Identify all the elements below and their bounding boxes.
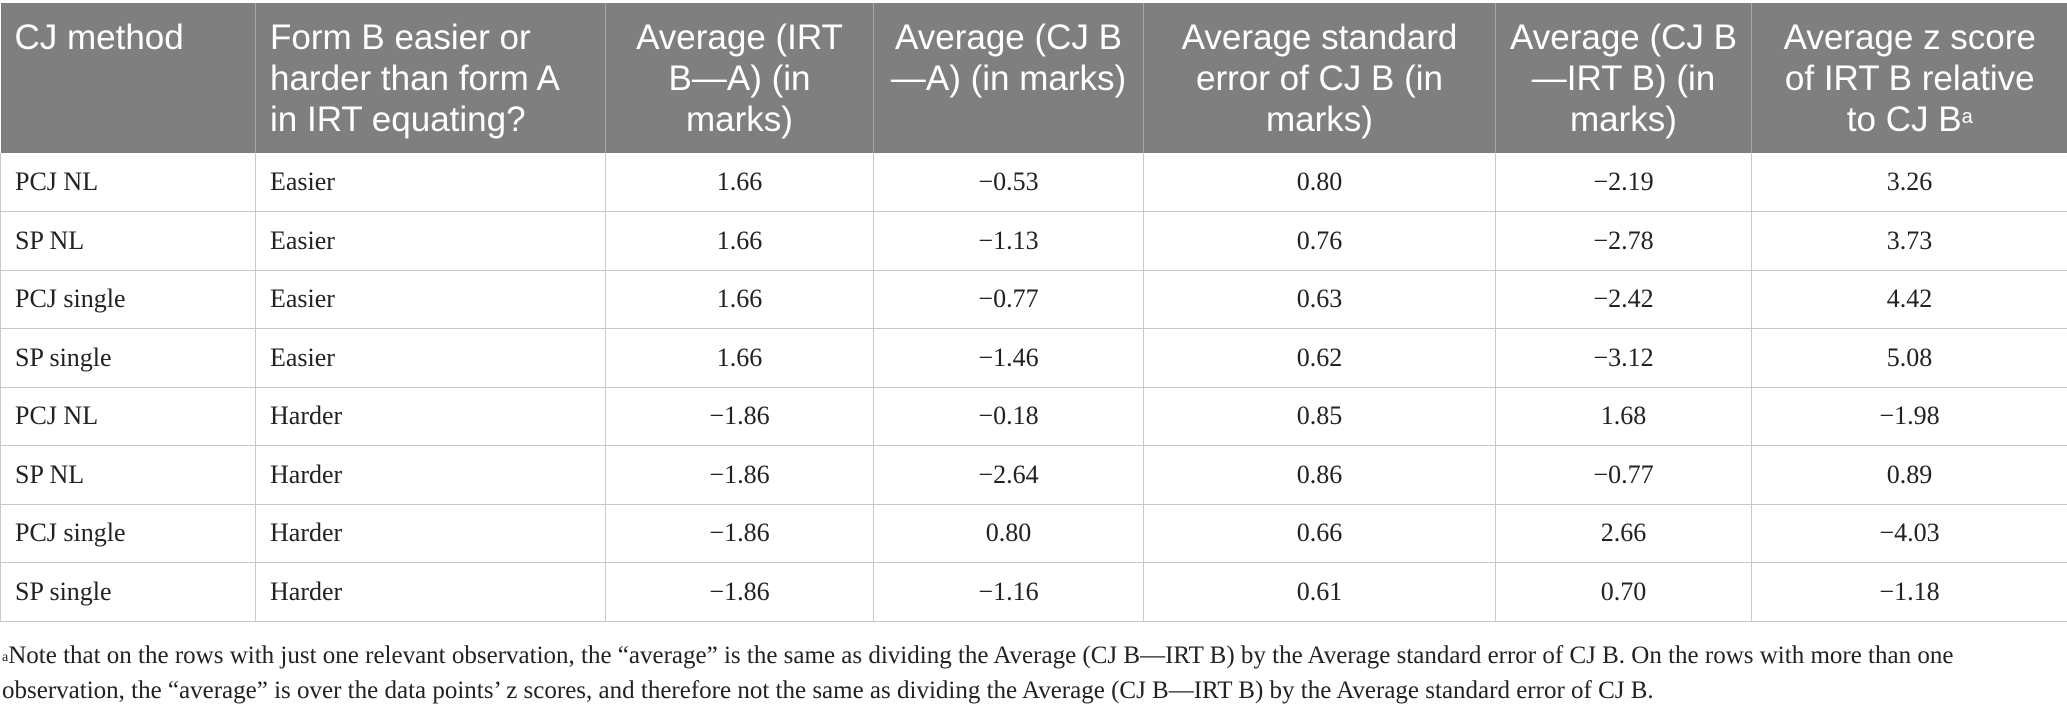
cell-average-cj-b-irt-b: −0.77: [1495, 445, 1752, 505]
cell-average-irt-b-a: −1.86: [605, 504, 874, 563]
table-footnote: aNote that on the rows with just one rel…: [2, 638, 2062, 708]
cell-average-standard-error: 0.85: [1143, 387, 1496, 446]
cell-form-b: Harder: [255, 562, 606, 622]
cell-average-z-score: −1.98: [1751, 387, 2067, 446]
results-table: CJ method Form B easier or harder than f…: [0, 3, 2067, 622]
cell-average-standard-error: 0.76: [1143, 211, 1496, 271]
cell-average-standard-error: 0.62: [1143, 328, 1496, 388]
cell-average-standard-error: 0.66: [1143, 504, 1496, 563]
cell-form-b: Easier: [255, 211, 606, 271]
cell-average-z-score: 3.26: [1751, 153, 2067, 212]
cell-average-standard-error: 0.86: [1143, 445, 1496, 505]
table-row: SP NL Harder −1.86 −2.64 0.86 −0.77 0.89: [0, 445, 2067, 505]
cell-average-cj-b-irt-b: 0.70: [1495, 562, 1752, 622]
cell-average-cj-b-irt-b: −2.19: [1495, 153, 1752, 212]
cell-form-b: Harder: [255, 504, 606, 563]
table-row: SP NL Easier 1.66 −1.13 0.76 −2.78 3.73: [0, 211, 2067, 271]
cell-form-b: Easier: [255, 270, 606, 329]
header-form-b-easier-or-harder: Form B easier or harder than form A in I…: [255, 3, 606, 153]
footnote-marker: a: [1961, 106, 1973, 128]
cell-average-cj-b-a: −0.53: [873, 153, 1144, 212]
cell-average-irt-b-a: 1.66: [605, 211, 874, 271]
cell-average-irt-b-a: 1.66: [605, 270, 874, 329]
cell-average-irt-b-a: 1.66: [605, 328, 874, 388]
cell-form-b: Easier: [255, 153, 606, 212]
cell-cj-method: PCJ NL: [0, 153, 256, 212]
cell-average-cj-b-a: −1.13: [873, 211, 1144, 271]
footnote-superscript: a: [2, 650, 9, 665]
table-row: PCJ single Harder −1.86 0.80 0.66 2.66 −…: [0, 504, 2067, 563]
cell-average-cj-b-a: 0.80: [873, 504, 1144, 563]
cell-average-z-score: 0.89: [1751, 445, 2067, 505]
cell-average-cj-b-a: −1.16: [873, 562, 1144, 622]
cell-cj-method: SP single: [0, 328, 256, 388]
cell-form-b: Harder: [255, 387, 606, 446]
cell-average-cj-b-irt-b: 1.68: [1495, 387, 1752, 446]
cell-cj-method: PCJ single: [0, 504, 256, 563]
cell-cj-method: SP single: [0, 562, 256, 622]
cell-average-standard-error: 0.61: [1143, 562, 1496, 622]
results-table-container: CJ method Form B easier or harder than f…: [0, 3, 2067, 622]
cell-cj-method: PCJ NL: [0, 387, 256, 446]
header-average-z-score: Average z score of IRT B relative to CJ …: [1751, 3, 2067, 153]
header-average-standard-error: Average standard error of CJ B (in marks…: [1143, 3, 1496, 153]
cell-form-b: Harder: [255, 445, 606, 505]
table-row: SP single Harder −1.86 −1.16 0.61 0.70 −…: [0, 562, 2067, 622]
cell-average-standard-error: 0.80: [1143, 153, 1496, 212]
header-average-cj-b-a: Average (CJ B—A) (in marks): [873, 3, 1144, 153]
cell-average-cj-b-irt-b: −2.42: [1495, 270, 1752, 329]
cell-average-cj-b-irt-b: −2.78: [1495, 211, 1752, 271]
table-row: PCJ single Easier 1.66 −0.77 0.63 −2.42 …: [0, 270, 2067, 329]
cell-cj-method: SP NL: [0, 445, 256, 505]
cell-average-cj-b-a: −1.46: [873, 328, 1144, 388]
cell-average-z-score: −4.03: [1751, 504, 2067, 563]
footnote-text: Note that on the rows with just one rele…: [2, 642, 1954, 704]
cell-form-b: Easier: [255, 328, 606, 388]
header-average-irt-b-a: Average (IRT B—A) (in marks): [605, 3, 874, 153]
cell-average-cj-b-a: −0.77: [873, 270, 1144, 329]
cell-average-z-score: −1.18: [1751, 562, 2067, 622]
cell-average-irt-b-a: −1.86: [605, 562, 874, 622]
header-cj-method: CJ method: [0, 3, 256, 153]
cell-average-irt-b-a: −1.86: [605, 445, 874, 505]
cell-average-z-score: 4.42: [1751, 270, 2067, 329]
cell-average-irt-b-a: 1.66: [605, 153, 874, 212]
table-row: SP single Easier 1.66 −1.46 0.62 −3.12 5…: [0, 328, 2067, 388]
cell-average-cj-b-irt-b: −3.12: [1495, 328, 1752, 388]
table-row: PCJ NL Easier 1.66 −0.53 0.80 −2.19 3.26: [0, 153, 2067, 212]
cell-cj-method: SP NL: [0, 211, 256, 271]
cell-cj-method: PCJ single: [0, 270, 256, 329]
cell-average-standard-error: 0.63: [1143, 270, 1496, 329]
header-average-cj-b-irt-b: Average (CJ B—IRT B) (in marks): [1495, 3, 1752, 153]
cell-average-cj-b-irt-b: 2.66: [1495, 504, 1752, 563]
cell-average-cj-b-a: −2.64: [873, 445, 1144, 505]
cell-average-irt-b-a: −1.86: [605, 387, 874, 446]
cell-average-z-score: 5.08: [1751, 328, 2067, 388]
cell-average-cj-b-a: −0.18: [873, 387, 1144, 446]
cell-average-z-score: 3.73: [1751, 211, 2067, 271]
table-row: PCJ NL Harder −1.86 −0.18 0.85 1.68 −1.9…: [0, 387, 2067, 446]
table-header-row: CJ method Form B easier or harder than f…: [0, 3, 2067, 153]
